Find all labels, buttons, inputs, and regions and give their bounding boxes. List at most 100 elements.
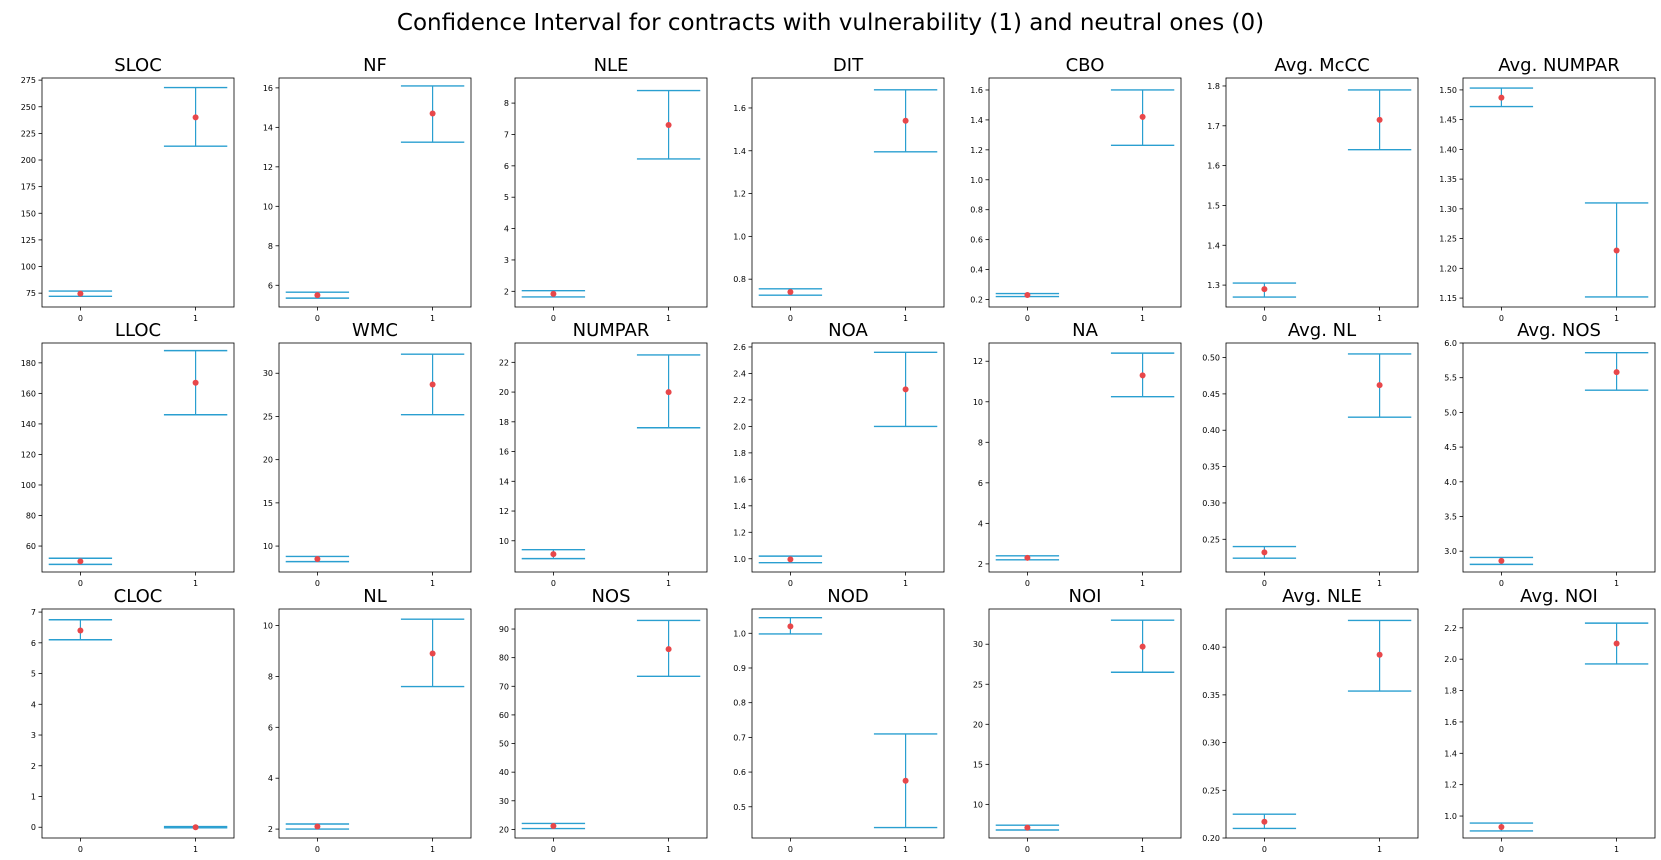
x-tick-label: 1 — [193, 579, 198, 588]
y-tick-label: 6 — [268, 281, 273, 290]
confidence-interval-1 — [873, 351, 938, 428]
subplot-svg-nf: NF 6 8 10 12 14 16 0 1 — [263, 55, 472, 323]
mean-point — [665, 646, 672, 653]
x-tick-label: 1 — [1377, 845, 1382, 854]
subplot-svg-nle: NLE 2 3 4 5 6 7 8 0 1 — [504, 55, 708, 323]
confidence-interval-1 — [1584, 352, 1649, 391]
x-tick-label: 0 — [1262, 314, 1267, 323]
x-tick-label: 1 — [430, 314, 435, 323]
subplot-na: NA 2 4 6 8 10 12 0 1 — [947, 315, 1183, 590]
y-tick-label: 4.5 — [1444, 443, 1457, 452]
y-tick-label: 40 — [499, 768, 509, 777]
confidence-interval-0 — [48, 619, 113, 641]
y-tick-label: 2.2 — [1444, 624, 1457, 633]
y-tick-label: 0.9 — [733, 664, 746, 673]
y-tick-label: 0.2 — [970, 296, 983, 305]
axes-frame — [1462, 608, 1656, 839]
mean-point — [192, 114, 199, 121]
confidence-interval-1 — [400, 618, 465, 688]
y-tick-label: 0.45 — [1202, 390, 1220, 399]
subplot-svg-cloc: CLOC 0 1 2 3 4 5 6 7 0 1 — [31, 586, 235, 854]
y-tick-label: 0.30 — [1202, 739, 1220, 748]
subplot-wmc: WMC 10 15 20 25 30 0 1 — [237, 315, 473, 590]
y-tick-label: 12 — [263, 163, 273, 172]
subplot-svg-nl: NL 2 4 6 8 10 0 1 — [263, 586, 472, 854]
y-tick-label: 1.6 — [1207, 162, 1220, 171]
y-tick-label: 20 — [499, 825, 509, 834]
x-tick-label: 1 — [1614, 845, 1619, 854]
y-tick-label: 30 — [499, 797, 509, 806]
y-tick-label: 8 — [268, 672, 273, 681]
confidence-interval-0 — [758, 288, 823, 296]
mean-point — [1498, 557, 1505, 564]
y-tick-label: 0.7 — [733, 733, 746, 742]
y-tick-label: 10 — [263, 622, 273, 631]
y-tick-label: 1.35 — [1439, 175, 1457, 184]
y-tick-label: 70 — [499, 682, 509, 691]
y-tick-label: 100 — [21, 481, 36, 490]
mean-point — [1024, 292, 1031, 299]
subplot-svg-nod: NOD 0.5 0.6 0.7 0.8 0.9 1.0 0 1 — [733, 586, 945, 854]
x-tick-label: 1 — [903, 314, 908, 323]
mean-point — [1024, 554, 1031, 561]
x-tick-label: 1 — [193, 845, 198, 854]
y-tick-label: 0.6 — [733, 768, 746, 777]
y-tick-label: 140 — [21, 420, 36, 429]
subplot-nf: NF 6 8 10 12 14 16 0 1 — [237, 50, 473, 325]
subplot-title: Avg. NOI — [1520, 586, 1598, 607]
y-tick-label: 0.4 — [970, 266, 983, 275]
y-tick-label: 8 — [504, 99, 509, 108]
y-tick-label: 4 — [268, 774, 273, 783]
subplot-nle: NLE 2 3 4 5 6 7 8 0 1 — [473, 50, 709, 325]
confidence-interval-1 — [1584, 202, 1649, 298]
confidence-interval-0 — [285, 823, 350, 830]
subplot-svg-avg-numpar: Avg. NUMPAR 1.15 1.20 1.25 1.30 1.35 1.40 1.45 1… — [1439, 55, 1656, 323]
y-tick-label: 25 — [263, 412, 273, 421]
y-tick-label: 1.6 — [733, 475, 746, 484]
axes-frame — [988, 77, 1182, 308]
mean-point — [787, 623, 794, 630]
mean-point — [902, 117, 909, 124]
y-tick-label: 6 — [504, 162, 509, 171]
y-tick-label: 22 — [499, 358, 509, 367]
mean-point — [1139, 643, 1146, 650]
y-tick-label: 1.6 — [970, 86, 983, 95]
y-tick-label: 30 — [263, 369, 273, 378]
confidence-interval-0 — [758, 555, 823, 564]
x-tick-label: 0 — [315, 579, 320, 588]
x-tick-label: 0 — [1499, 845, 1504, 854]
y-tick-label: 100 — [21, 263, 36, 272]
y-tick-label: 0.8 — [733, 275, 746, 284]
mean-point — [192, 379, 199, 386]
y-tick-label: 1.8 — [733, 449, 746, 458]
x-tick-label: 0 — [1262, 579, 1267, 588]
confidence-interval-0 — [285, 555, 350, 563]
y-tick-label: 15 — [263, 499, 273, 508]
y-tick-label: 3.5 — [1444, 512, 1457, 521]
y-tick-label: 125 — [21, 236, 36, 245]
confidence-interval-0 — [1469, 822, 1534, 832]
subplot-lloc: LLOC 60 80 100 120 140 160 180 0 1 — [0, 315, 236, 590]
subplot-nos: NOS 20 30 40 50 60 70 80 90 0 1 — [473, 581, 709, 856]
mean-point — [665, 389, 672, 396]
confidence-interval-0 — [1469, 87, 1534, 108]
confidence-interval-1 — [1110, 89, 1175, 147]
mean-point — [1613, 640, 1620, 647]
y-tick-label: 7 — [31, 608, 36, 617]
y-tick-label: 1.3 — [1207, 281, 1220, 290]
mean-point — [429, 650, 436, 657]
axes-frame — [514, 342, 708, 573]
x-tick-label: 0 — [788, 314, 793, 323]
y-tick-label: 1.4 — [1207, 241, 1220, 250]
subplot-svg-lloc: LLOC 60 80 100 120 140 160 180 0 1 — [21, 320, 235, 588]
x-tick-label: 0 — [315, 845, 320, 854]
axes-frame — [41, 342, 235, 573]
x-tick-label: 1 — [666, 314, 671, 323]
subplot-title: NF — [363, 55, 387, 76]
y-tick-label: 1.0 — [1444, 812, 1457, 821]
confidence-interval-0 — [995, 292, 1060, 299]
y-tick-label: 0.35 — [1202, 691, 1220, 700]
y-tick-label: 1.40 — [1439, 145, 1457, 154]
mean-point — [1613, 369, 1620, 376]
